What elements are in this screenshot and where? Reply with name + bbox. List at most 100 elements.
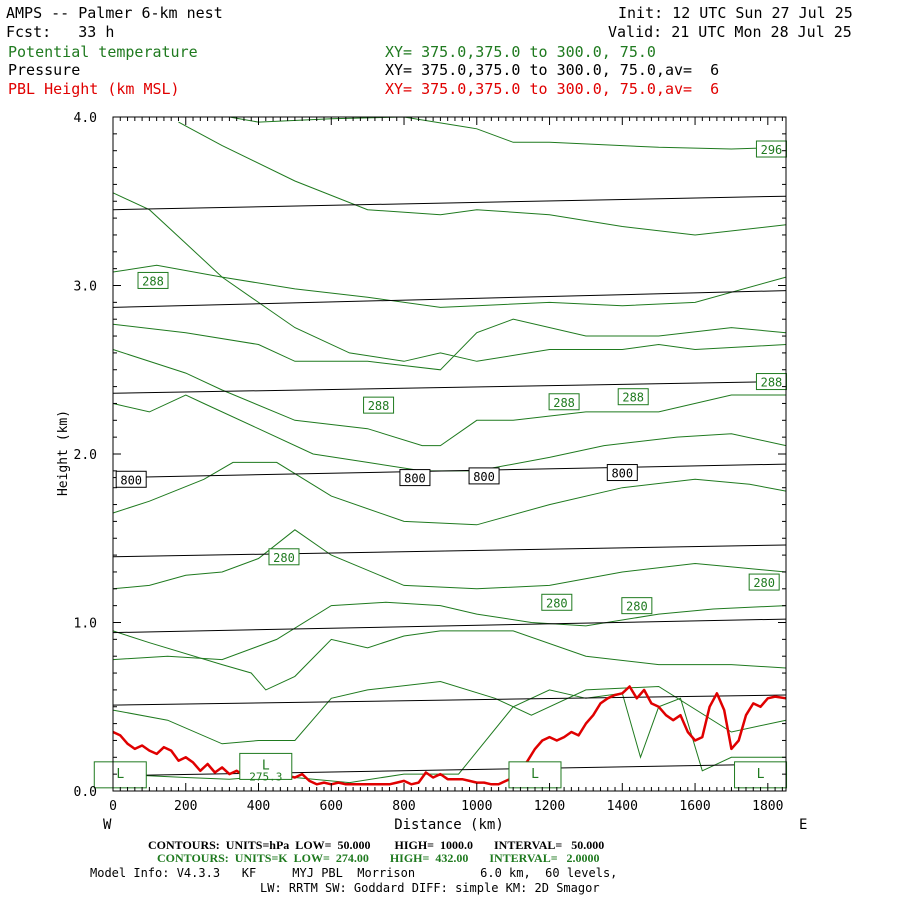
theta-label-1-box bbox=[137, 271, 169, 289]
valid-time: Valid: 21 UTC Mon 28 Jul 25 bbox=[608, 23, 852, 41]
chart-title: AMPS -- Palmer 6-km nest bbox=[6, 4, 223, 22]
theta-contour-1 bbox=[229, 116, 787, 150]
low-marker-letter-0: L bbox=[262, 758, 270, 773]
pressure-contour-3 bbox=[112, 463, 787, 479]
y-tick-label: 1.0 bbox=[74, 617, 97, 632]
theta-label-4: 288 bbox=[617, 388, 649, 406]
theta-contour-9 bbox=[112, 601, 787, 661]
west-end-label: W bbox=[103, 817, 112, 833]
theta-label-3: 288 bbox=[548, 393, 580, 411]
forecast-hour: Fcst: 33 h bbox=[6, 23, 115, 41]
pressure-label-2-box bbox=[468, 467, 500, 485]
theta-contour-11 bbox=[112, 680, 787, 745]
theta-label-0: 296 bbox=[755, 140, 787, 158]
x-tick-label: 1200 bbox=[534, 799, 565, 814]
field-pressure-name: Pressure bbox=[8, 61, 81, 79]
contours-theta-info: CONTOURS: UNITS=K LOW= 274.00 HIGH= 432.… bbox=[157, 851, 600, 865]
pbl-height-line bbox=[112, 685, 787, 786]
theta-label-4-box bbox=[617, 388, 649, 406]
x-axis-label: Distance (km) bbox=[394, 817, 504, 833]
y-tick-label: 3.0 bbox=[74, 280, 97, 295]
x-tick-label: 0 bbox=[109, 799, 117, 814]
theta-label-2-text: 288 bbox=[368, 399, 390, 413]
pressure-label-2: 800 bbox=[468, 467, 500, 485]
theta-label-9: 280 bbox=[748, 573, 780, 591]
field-pbl-name: PBL Height (km MSL) bbox=[8, 80, 180, 98]
pbl-height-series bbox=[112, 685, 787, 786]
y-axis-label: Height (km) bbox=[56, 410, 71, 496]
low-marker-box-3 bbox=[93, 761, 147, 789]
theta-label-7-box bbox=[541, 593, 573, 611]
theta-label-1: 288 bbox=[137, 271, 169, 289]
x-tick-label: 400 bbox=[247, 799, 270, 814]
low-marker-3: L bbox=[93, 761, 147, 789]
pressure-label-3-box bbox=[606, 464, 638, 482]
theta-label-1-text: 288 bbox=[142, 274, 164, 288]
init-time: Init: 12 UTC Sun 27 Jul 25 bbox=[618, 4, 853, 22]
pressure-contour-0 bbox=[112, 195, 787, 211]
low-marker-letter-2: L bbox=[757, 767, 765, 782]
theta-label-6: 280 bbox=[268, 548, 300, 566]
theta-label-9-text: 280 bbox=[753, 576, 775, 590]
theta-label-5: 288 bbox=[755, 373, 787, 391]
x-tick-label: 600 bbox=[320, 799, 343, 814]
theta-label-5-text: 288 bbox=[761, 376, 783, 390]
axis-ticks: 0 200 400 600 800 1000 1200 1400 1600 1800 0.0 1.0 2… bbox=[74, 111, 786, 814]
contour-labels: 800 800 800 800 296 288 288 288 288 288 280 280 280 2… bbox=[93, 140, 788, 789]
low-marker-letter-1: L bbox=[531, 767, 539, 782]
x-tick-label: 1800 bbox=[752, 799, 783, 814]
field-theta-name: Potential temperature bbox=[8, 43, 198, 61]
theta-contour-7 bbox=[112, 461, 787, 526]
theta-contour-2 bbox=[112, 192, 787, 362]
pressure-contour-7 bbox=[112, 763, 787, 777]
theta-contour-3 bbox=[112, 264, 787, 308]
pressure-contour-6 bbox=[112, 694, 787, 706]
x-tick-label: 1000 bbox=[461, 799, 492, 814]
pressure-label-3: 800 bbox=[606, 464, 638, 482]
pressure-contours bbox=[112, 195, 787, 777]
theta-contour-6 bbox=[112, 394, 787, 472]
theta-contour-4 bbox=[112, 318, 787, 371]
plot-frame bbox=[112, 116, 787, 792]
pressure-label-2-text: 800 bbox=[473, 470, 495, 484]
theta-label-3-box bbox=[548, 393, 580, 411]
east-end-label: E bbox=[799, 817, 807, 833]
theta-label-8-box bbox=[621, 597, 653, 615]
pressure-label-0: 800 bbox=[115, 470, 147, 488]
field-pressure-xy: XY= 375.0,375.0 to 300.0, 75.0,av= 6 bbox=[385, 61, 720, 79]
contours-pressure-info: CONTOURS: UNITS=hPa LOW= 50.000 HIGH= 10… bbox=[148, 838, 605, 852]
theta-label-4-text: 288 bbox=[622, 391, 644, 405]
low-marker-box-0 bbox=[239, 752, 293, 780]
theta-label-6-text: 280 bbox=[273, 551, 295, 565]
theta-label-7-text: 280 bbox=[546, 596, 568, 610]
theta-label-2: 288 bbox=[363, 396, 395, 414]
pressure-label-1-box bbox=[399, 469, 431, 487]
x-tick-label: 1600 bbox=[679, 799, 710, 814]
theta-contour-5 bbox=[112, 349, 786, 447]
theta-contours bbox=[112, 116, 787, 784]
field-theta-xy: XY= 375.0,375.0 to 300.0, 75.0 bbox=[385, 43, 656, 61]
low-marker-letter-3: L bbox=[116, 767, 124, 782]
low-marker-value-0: 275.3 bbox=[249, 770, 282, 783]
theta-contour-10 bbox=[112, 630, 787, 691]
pressure-label-3-text: 800 bbox=[611, 467, 633, 481]
y-tick-label: 4.0 bbox=[74, 111, 97, 126]
x-tick-label: 800 bbox=[392, 799, 415, 814]
pressure-label-0-text: 800 bbox=[120, 473, 142, 487]
theta-label-6-box bbox=[268, 548, 300, 566]
pressure-contour-4 bbox=[112, 544, 787, 558]
theta-contour-8 bbox=[112, 529, 787, 590]
model-info-line1: Model Info: V4.3.3 KF MYJ PBL Morrison 6… bbox=[90, 866, 618, 880]
y-tick-label: 2.0 bbox=[74, 448, 97, 463]
x-tick-label: 200 bbox=[174, 799, 197, 814]
pressure-label-1: 800 bbox=[399, 469, 431, 487]
theta-label-7: 280 bbox=[541, 593, 573, 611]
theta-label-8-text: 280 bbox=[626, 600, 648, 614]
theta-label-3-text: 288 bbox=[553, 396, 575, 410]
low-marker-1: L bbox=[508, 761, 562, 789]
y-tick-label: 0.0 bbox=[74, 785, 97, 800]
low-marker-2: L bbox=[734, 761, 788, 789]
theta-label-2-box bbox=[363, 396, 395, 414]
pressure-contour-5 bbox=[112, 618, 787, 634]
